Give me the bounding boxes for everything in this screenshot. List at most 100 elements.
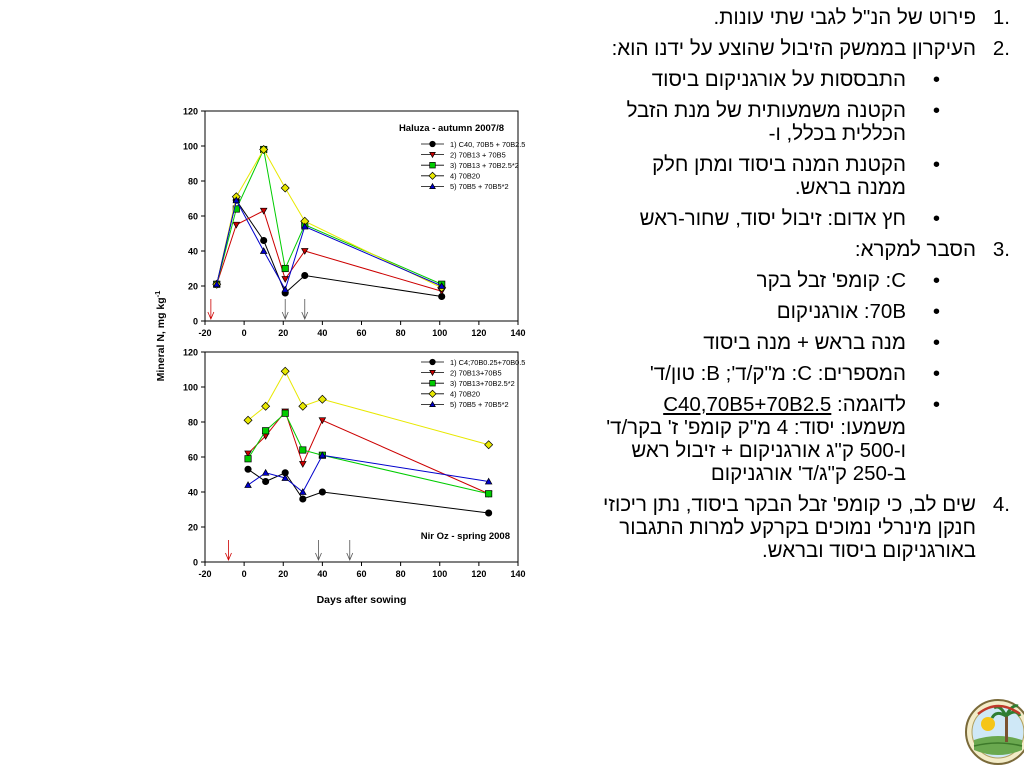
x-tick-label: 120	[471, 328, 486, 338]
y-axis-label-exponent: -1	[153, 291, 162, 298]
bullet-symbol: •	[932, 362, 940, 385]
bullet-symbol: •	[932, 269, 940, 292]
bullet-symbol: •	[932, 393, 940, 416]
example-prefix: לדוגמה:	[831, 393, 906, 416]
x-tick-label: 120	[471, 569, 486, 579]
bullet-item: • התבססות על אורגניקום ביסוד	[600, 68, 976, 91]
bullet-item: • מנה בראש + מנה ביסוד	[600, 331, 976, 354]
bullet-symbol: •	[932, 207, 940, 230]
y-tick-label: 0	[193, 558, 198, 568]
y-tick-label: 40	[188, 488, 198, 498]
data-point	[281, 474, 290, 481]
fertilization-arrow	[301, 299, 309, 321]
legend-label: 2) 70B13 + 70B5	[450, 150, 506, 159]
series-line	[247, 412, 489, 495]
data-point	[318, 417, 327, 425]
data-point	[232, 196, 241, 204]
slide-text: 1. פירוט של הנ"ל לגבי שתי עונות. 2. העיק…	[600, 6, 1010, 570]
x-tick-label: 80	[396, 569, 406, 579]
data-point	[299, 446, 307, 454]
bullet-text: המספרים: C: מ"ק/ד'; B: טון/ד'	[649, 362, 906, 385]
data-point	[301, 271, 309, 280]
legend-label: 1) C4;70B0.25+70B0.5	[450, 358, 525, 367]
data-point	[428, 389, 437, 398]
data-point	[259, 145, 269, 154]
x-axis-label: Days after sowing	[317, 594, 407, 606]
item-number: 1.	[992, 6, 1010, 29]
fertilization-arrow	[346, 540, 354, 562]
numbered-item-3: 3. הסבר למקרא: • C: קומפ' זבל בקר • 70B: א…	[600, 238, 1010, 485]
x-tick-label: 100	[432, 569, 447, 579]
example-explanation: משמעו: יסוד: 4 מ"ק קומפ' ז' בקר/ד' ו-500…	[606, 416, 906, 485]
y-tick-label: 80	[188, 177, 198, 187]
item-number: 4.	[992, 493, 1010, 516]
legend-label: 1) C40, 70B5 + 70B2.5	[450, 140, 525, 149]
numbered-item-4: 4. שים לב, כי קומפ' זבל הבקר ביסוד, נתן …	[600, 493, 1010, 562]
x-tick-label: 60	[356, 569, 366, 579]
data-point	[299, 495, 307, 503]
bullet-symbol: •	[932, 153, 940, 176]
numbered-item-1: 1. פירוט של הנ"ל לגבי שתי עונות.	[600, 6, 1010, 29]
emblem-logo	[965, 699, 1024, 765]
y-tick-label: 60	[188, 212, 198, 222]
item-number: 3.	[992, 238, 1010, 261]
y-tick-label: 60	[188, 453, 198, 463]
data-point	[259, 207, 268, 215]
y-tick-label: 120	[183, 107, 198, 117]
data-point	[281, 264, 289, 273]
legend-label: 3) 70B13 + 70B2.5*2	[450, 161, 519, 170]
fertilization-arrow	[281, 299, 289, 321]
data-point	[300, 248, 309, 255]
data-point	[244, 450, 252, 458]
data-point	[244, 455, 252, 463]
bullet-text: הקטנת המנה ביסוד ומתן חלק ממנה בראש.	[652, 153, 906, 199]
data-point	[484, 440, 494, 450]
bullet-item: • C: קומפ' זבל בקר	[600, 269, 976, 292]
fertilization-arrow	[207, 299, 215, 321]
data-point	[262, 427, 270, 435]
bullet-symbol: •	[932, 68, 940, 91]
data-point	[429, 380, 436, 387]
y-tick-label: 0	[193, 317, 198, 327]
series-line	[216, 198, 442, 291]
bullet-symbol: •	[932, 331, 940, 354]
y-tick-label: 100	[183, 142, 198, 152]
data-point	[317, 394, 327, 404]
item-text: העיקרון בממשק הזיבול שהוצע על ידנו הוא:	[611, 37, 976, 60]
series-line	[216, 210, 442, 292]
data-point	[281, 285, 290, 293]
legend-label: 3) 70B13+70B2.5*2	[450, 379, 515, 388]
y-tick-label: 20	[188, 523, 198, 533]
data-point	[429, 162, 436, 169]
bullet-item: • הקטנה משמעותית של מנת הזבל הכללית בכלל,…	[600, 99, 976, 145]
data-point	[429, 370, 436, 377]
x-tick-label: 0	[242, 328, 247, 338]
bullet-item: • הקטנת המנה ביסוד ומתן חלק ממנה בראש.	[600, 153, 976, 199]
y-tick-label: 100	[183, 383, 198, 393]
series-line	[247, 468, 489, 514]
bullet-text: מנה בראש + מנה ביסוד	[703, 331, 906, 354]
y-tick-label: 80	[188, 418, 198, 428]
x-tick-label: -20	[198, 569, 211, 579]
data-point	[318, 488, 326, 496]
x-tick-label: -20	[198, 328, 211, 338]
data-point	[485, 509, 493, 517]
data-point	[259, 247, 268, 254]
data-point	[484, 477, 493, 485]
data-point	[299, 488, 307, 495]
series-line	[247, 370, 489, 446]
data-point	[299, 461, 307, 468]
x-tick-label: 40	[317, 569, 327, 579]
data-point	[280, 183, 290, 193]
bullet-symbol: •	[932, 99, 940, 122]
data-point	[298, 401, 308, 411]
y-axis-label: Mineral N, mg kg-1	[153, 291, 167, 382]
data-point	[244, 481, 252, 488]
series-line	[216, 199, 442, 297]
data-point	[485, 490, 493, 498]
data-point	[260, 236, 268, 245]
legend-label: 4) 70B20	[450, 390, 480, 399]
x-tick-label: 80	[396, 328, 406, 338]
data-point	[244, 465, 252, 473]
item-text: הסבר למקרא:	[854, 238, 976, 261]
